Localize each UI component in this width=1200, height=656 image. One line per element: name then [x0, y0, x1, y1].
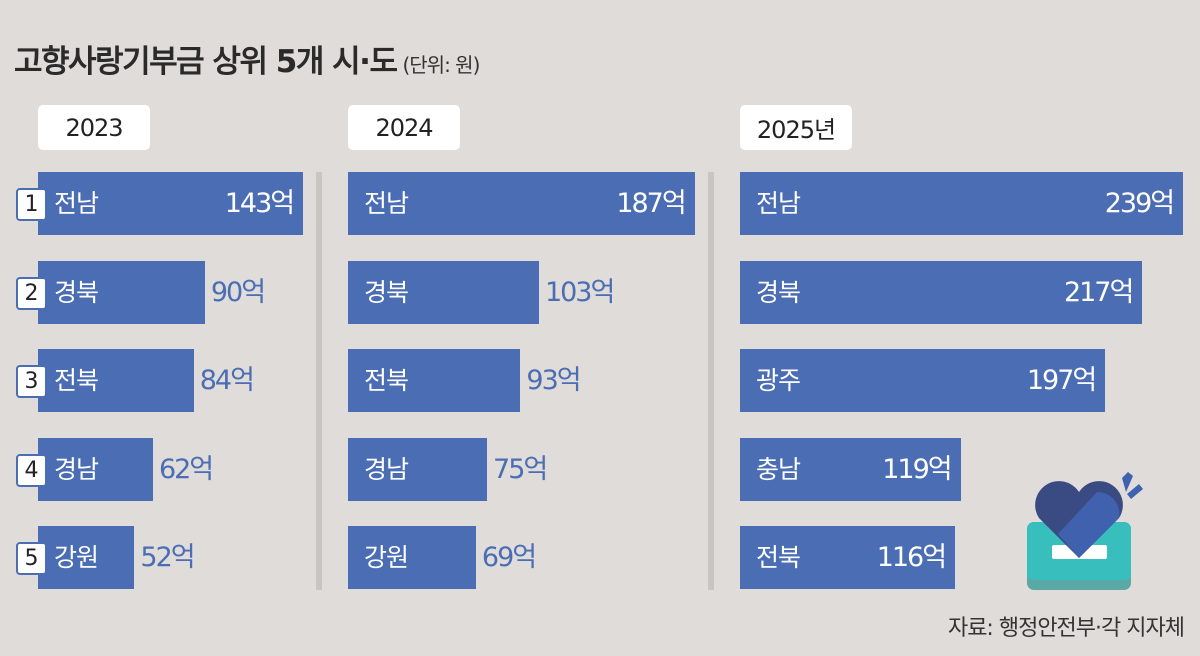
category-label: 경북 [54, 277, 99, 307]
category-label: 경북 [756, 277, 801, 307]
chart-title: 고향사랑기부금 상위 5개 시·도 (단위: 원) [14, 36, 480, 81]
category-label: 경남 [364, 454, 409, 484]
bar [740, 349, 1106, 412]
bar [348, 437, 488, 501]
value-label: 75억 [493, 453, 548, 485]
value-label: 187억 [616, 188, 686, 219]
year-label-2024: 2024 [348, 105, 460, 150]
category-label: 전남 [756, 189, 801, 218]
rank-badge: 1 [16, 188, 47, 221]
value-label: 93억 [526, 365, 581, 396]
value-label: 90억 [210, 276, 266, 308]
value-label: 69억 [481, 542, 537, 573]
category-label: 전남 [54, 189, 99, 218]
category-label: 광주 [756, 366, 801, 395]
rank-badge: 3 [16, 365, 47, 398]
year-label-2023: 2023 [38, 105, 150, 150]
rank-badge: 2 [16, 276, 47, 310]
rank-badge: 4 [16, 453, 47, 487]
bar [38, 172, 304, 235]
value-label: 119억 [882, 453, 952, 485]
bar [348, 349, 521, 412]
year-label-2025: 2025년 [740, 105, 852, 150]
rank-badge: 5 [16, 542, 47, 575]
value-label: 52억 [140, 542, 195, 573]
bar [38, 349, 194, 412]
category-label: 경북 [364, 277, 409, 307]
value-label: 143억 [224, 188, 295, 219]
value-label: 62억 [158, 453, 214, 485]
bar [38, 526, 135, 589]
category-label: 전남 [364, 189, 409, 218]
source-note: 자료: 행정안전부·각 지자체 [947, 616, 1185, 641]
category-label: 충남 [756, 454, 801, 484]
divider [316, 172, 322, 590]
value-label: 84억 [199, 365, 255, 396]
category-label: 경남 [54, 454, 99, 484]
value-label: 116억 [876, 542, 947, 573]
category-label: 전북 [756, 543, 801, 572]
value-label: 239억 [1104, 188, 1175, 219]
bar [740, 526, 956, 589]
category-label: 강원 [364, 543, 409, 572]
bar [740, 437, 961, 501]
value-label: 197억 [1026, 365, 1097, 396]
value-label: 103억 [544, 276, 615, 308]
bar [740, 260, 1143, 324]
value-label: 217억 [1063, 276, 1134, 308]
bar [348, 172, 695, 235]
gift-heart-logo-icon [1027, 472, 1143, 590]
bar [348, 260, 539, 324]
category-label: 전북 [54, 366, 99, 395]
category-label: 강원 [54, 543, 99, 572]
divider [708, 172, 714, 590]
unit-note: (단위: 원) [402, 53, 480, 77]
bar [38, 260, 205, 324]
bar [38, 437, 153, 501]
category-label: 전북 [364, 366, 409, 395]
bar [740, 172, 1184, 235]
bar [348, 526, 476, 589]
title-text: 고향사랑기부금 상위 5개 시·도 [14, 44, 398, 80]
